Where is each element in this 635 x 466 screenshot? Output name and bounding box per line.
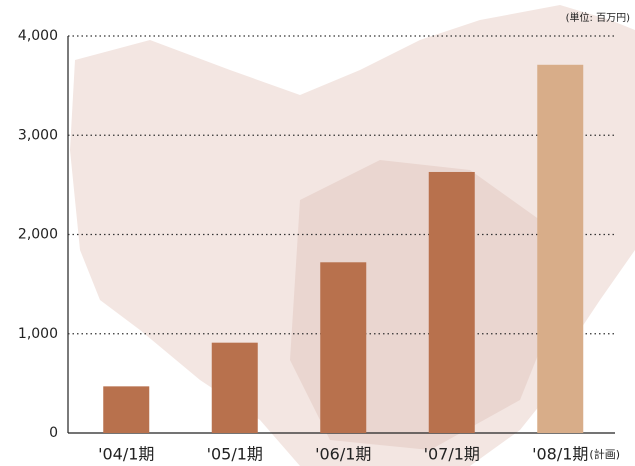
bar (103, 386, 150, 433)
y-tick-label: 0 (49, 425, 58, 441)
y-tick-label: 3,000 (18, 127, 58, 143)
bar (211, 342, 258, 433)
bar (428, 171, 475, 433)
bar (537, 64, 584, 433)
x-tick-label: '05/1期 (207, 445, 263, 464)
x-tick-label: '08/1期 (532, 445, 588, 464)
x-tick-label: '06/1期 (315, 445, 371, 464)
y-tick-label: 1,000 (18, 326, 58, 342)
x-tick-label: '04/1期 (98, 445, 154, 464)
unit-label: (単位: 百万円) (566, 11, 630, 24)
y-tick-label: 4,000 (18, 28, 58, 44)
bar (320, 262, 367, 433)
y-tick-label: 2,000 (18, 227, 58, 243)
annotation: (計画) (589, 447, 620, 461)
x-tick-label: '07/1期 (424, 445, 480, 464)
